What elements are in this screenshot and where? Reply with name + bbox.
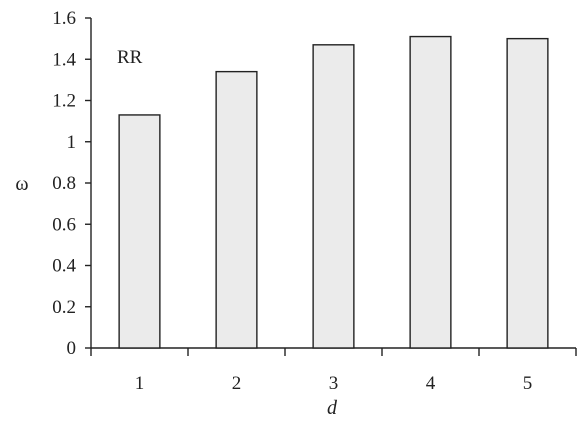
x-tick-label: 4 <box>426 373 436 394</box>
x-tick-label: 2 <box>232 373 242 394</box>
y-tick-group: 0 0.2 0.4 0.6 0.8 1 1.2 1.4 1.6 <box>52 8 91 359</box>
bar-3 <box>312 44 355 349</box>
x-tick-label: 5 <box>523 373 533 394</box>
bar-1 <box>118 114 161 349</box>
bar-series <box>118 35 549 349</box>
y-tick-label: 0 <box>67 338 77 359</box>
bar-5 <box>506 37 549 349</box>
y-axis-title: ω <box>15 173 28 195</box>
x-tick-label: 3 <box>329 373 339 394</box>
y-tick-label: 0.8 <box>52 173 76 194</box>
x-axis-title: d <box>327 397 338 419</box>
bar-2 <box>215 70 258 349</box>
y-tick-label: 1 <box>67 132 77 153</box>
y-tick-label: 1.4 <box>52 49 76 70</box>
y-tick-label: 0.6 <box>52 214 76 235</box>
y-tick-label: 1.6 <box>52 8 76 29</box>
x-tick-group: 1 2 3 4 5 <box>90 348 577 394</box>
bar-4 <box>409 35 452 349</box>
y-axis: 0 0.2 0.4 0.6 0.8 1 1.2 1.4 1.6 <box>52 8 92 359</box>
y-tick-label: 0.4 <box>52 256 76 277</box>
x-tick-label: 1 <box>135 373 145 394</box>
y-tick-label: 0.2 <box>52 297 76 318</box>
chart-annotation: RR <box>117 47 143 68</box>
y-tick-label: 1.2 <box>52 91 76 112</box>
x-axis: 1 2 3 4 5 <box>90 347 577 394</box>
